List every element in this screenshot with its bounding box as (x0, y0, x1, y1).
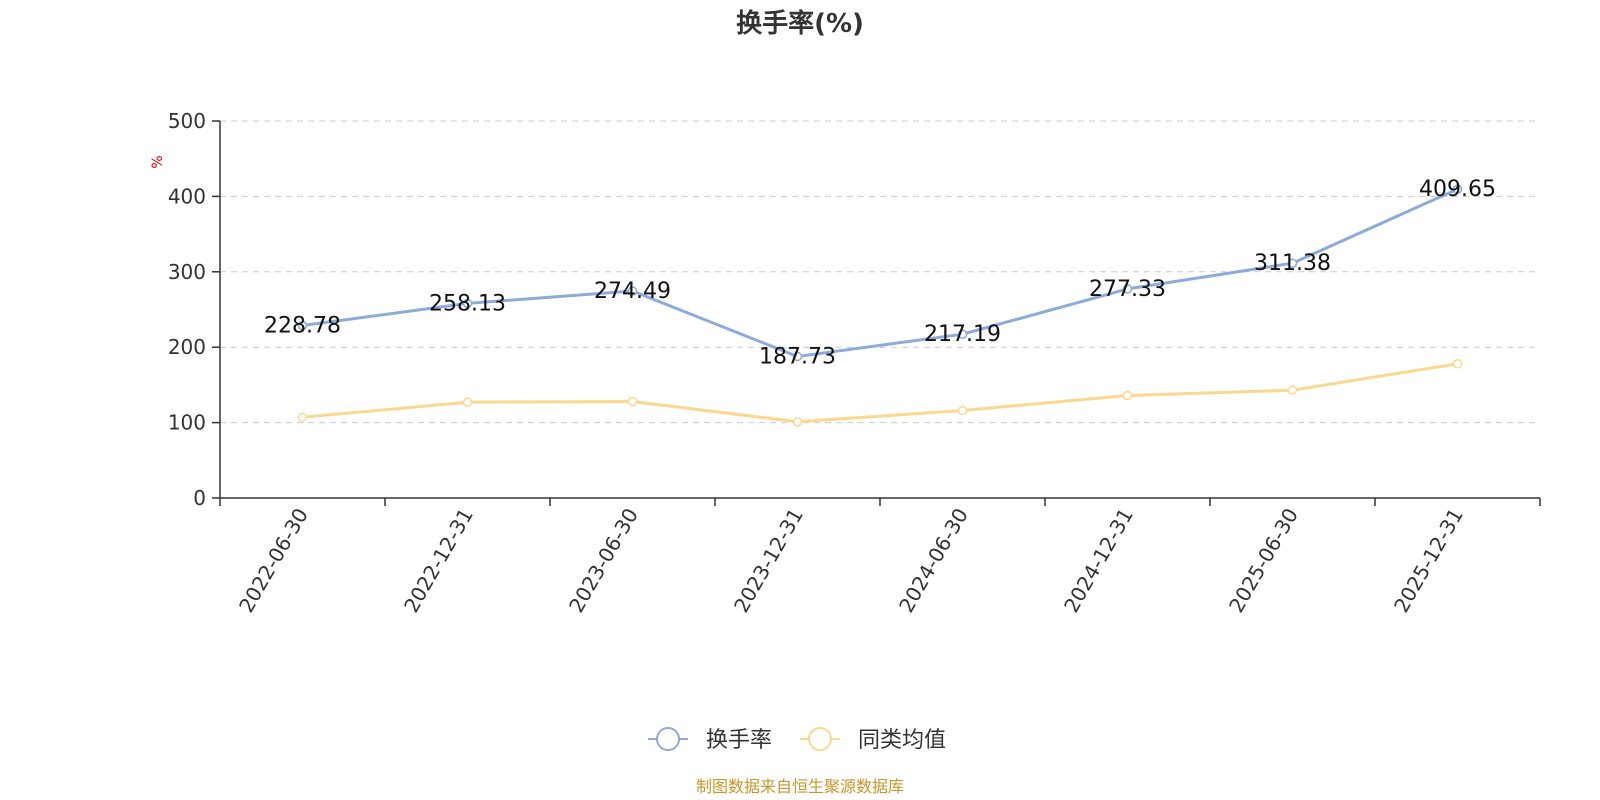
data-label-layer: 228.78 258.13 274.49 187.73 217.19 277.33 311.… (264, 177, 1496, 369)
legend: 换手率 同类均值 (648, 727, 946, 753)
data-point-s1-4 (957, 405, 968, 416)
data-label-7: 409.65 (1419, 177, 1496, 202)
data-label-3: 187.73 (759, 344, 836, 369)
legend-marker-turnover (656, 727, 680, 751)
data-point-s1-3 (792, 417, 803, 427)
y-tick-label-1: 100 (168, 411, 206, 435)
data-point-s1-2 (627, 396, 638, 407)
axis-layer: 0 100 200 300 400 500 2022-06-30 2022-12-31 2023… (168, 109, 1541, 617)
data-point-s0-7 (1452, 184, 1463, 194)
data-point-s0-0 (297, 320, 308, 331)
x-tick-label-6: 2025-06-30 (1224, 504, 1303, 617)
x-tick-label-7: 2025-12-31 (1389, 504, 1468, 617)
y-tick-label-0: 0 (193, 486, 206, 510)
data-point-s0-5 (1122, 284, 1133, 294)
data-point-s0-4 (957, 329, 968, 339)
grid-layer (220, 120, 1540, 424)
data-point-s1-6 (1287, 385, 1298, 395)
legend-label-peer-average: 同类均值 (858, 728, 946, 753)
data-label-2: 274.49 (594, 279, 671, 304)
y-tick-label-2: 200 (168, 335, 206, 359)
series-line-0 (302, 187, 1459, 358)
data-label-0: 228.78 (264, 313, 341, 338)
data-label-6: 311.38 (1254, 251, 1331, 276)
x-tick-label-1: 2022-12-31 (399, 504, 478, 617)
data-label-4: 217.19 (924, 322, 1001, 347)
data-point-s0-2 (627, 286, 638, 296)
legend-item-peer-average[interactable]: 同类均值 (800, 727, 946, 753)
chart-title: 换手率(%) (736, 8, 864, 39)
x-tick-label-5: 2024-12-31 (1059, 504, 1138, 617)
legend-item-turnover[interactable]: 换手率 (648, 727, 772, 753)
data-point-s1-5 (1122, 390, 1133, 401)
data-label-5: 277.33 (1089, 277, 1166, 302)
legend-marker-peer-average (808, 727, 832, 751)
series-layer (297, 184, 1463, 427)
data-point-s0-1 (462, 298, 473, 309)
y-tick-label-3: 300 (168, 260, 206, 284)
y-axis-unit: % (150, 155, 166, 168)
x-tick-label-3: 2023-12-31 (729, 504, 808, 617)
data-label-1: 258.13 (429, 291, 506, 316)
y-tick-label-5: 500 (168, 109, 206, 133)
data-point-s1-0 (297, 412, 308, 423)
data-point-s1-1 (462, 397, 473, 407)
legend-label-turnover: 换手率 (706, 728, 772, 753)
x-tick-label-0: 2022-06-30 (234, 504, 313, 617)
series-line-1 (302, 362, 1458, 424)
data-source-note: 制图数据来自恒生聚源数据库 (696, 777, 904, 796)
data-point-s0-3 (792, 351, 803, 362)
data-point-s0-6 (1287, 258, 1298, 268)
x-tick-label-2: 2023-06-30 (564, 504, 643, 617)
data-point-s1-7 (1452, 359, 1463, 369)
x-tick-label-4: 2024-06-30 (894, 504, 973, 617)
y-tick-label-4: 400 (168, 184, 206, 208)
